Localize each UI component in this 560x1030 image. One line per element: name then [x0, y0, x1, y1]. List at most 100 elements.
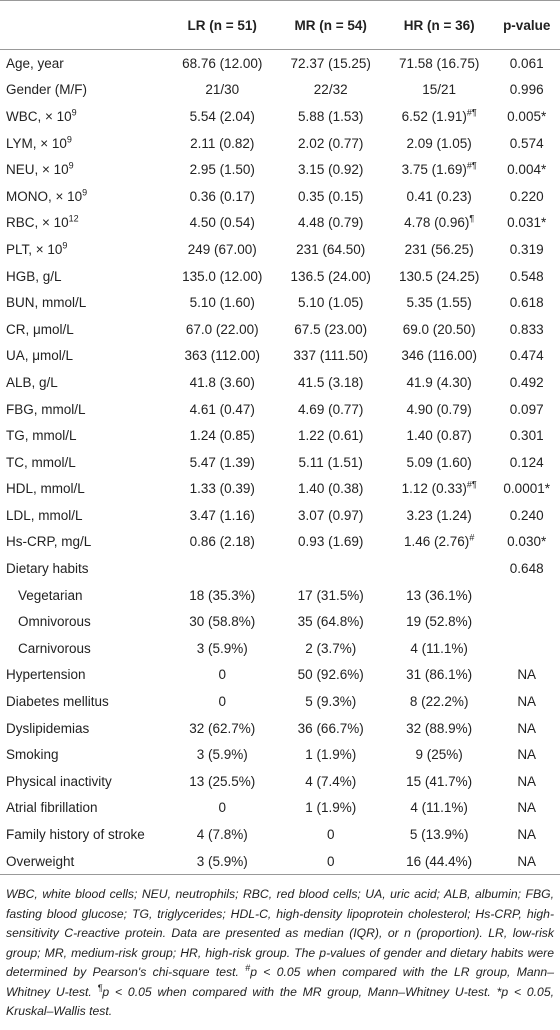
- cell-value: 15/21: [422, 82, 457, 98]
- cell-value: 0.031*: [507, 215, 547, 231]
- cell-value: 0.41 (0.23): [406, 188, 472, 204]
- row-label-cell: Gender (M/F): [0, 77, 168, 104]
- cell-value: 1.33 (0.39): [189, 481, 255, 497]
- row-label-cell: CR, μmol/L: [0, 316, 168, 343]
- footnote-text: p < 0.05 when compared with the LR group…: [6, 965, 554, 999]
- value-cell: 31 (86.1%): [385, 662, 493, 689]
- cell-value: NA: [517, 800, 537, 816]
- value-cell: 72.37 (15.25): [276, 50, 384, 77]
- value-cell: 9 (25%): [385, 741, 493, 768]
- value-cell: NA: [493, 847, 560, 876]
- cell-value: 0.240: [509, 507, 544, 523]
- row-label: Age, year: [6, 55, 64, 71]
- value-cell: 36 (66.7%): [276, 715, 384, 742]
- row-label-cell: Vegetarian: [0, 582, 168, 609]
- value-cell: 4.61 (0.47): [168, 396, 276, 423]
- cell-value: 67.0 (22.00): [185, 321, 259, 337]
- cell-value: 4 (11.1%): [410, 640, 468, 656]
- value-cell: NA: [493, 688, 560, 715]
- row-label: Dietary habits: [6, 561, 89, 577]
- cell-value: 4.69 (0.77): [298, 401, 364, 417]
- row-label: MONO, × 10: [6, 188, 83, 204]
- label-superscript: 12: [68, 213, 79, 224]
- value-cell: 0.833: [493, 316, 560, 343]
- cell-value: 2 (3.7%): [305, 640, 357, 656]
- row-label: Physical inactivity: [6, 773, 112, 789]
- value-cell: 0.574: [493, 130, 560, 157]
- value-cell: 346 (116.00): [385, 343, 493, 370]
- row-label-cell: Smoking: [0, 741, 168, 768]
- cell-value: 17 (31.5%): [297, 587, 364, 603]
- value-cell: 19 (52.8%): [385, 608, 493, 635]
- table-row: Dyslipidemias 32 (62.7%) 36 (66.7%) 32 (88.…: [0, 715, 560, 742]
- value-cell: 1.12 (0.33)#¶: [385, 476, 493, 503]
- row-label: Hypertension: [6, 667, 86, 683]
- table-row: LYM, × 109 2.11 (0.82) 2.02 (0.77) 2.09 (1.…: [0, 130, 560, 157]
- cell-value: 3 (5.9%): [196, 853, 248, 869]
- value-cell: 0.301: [493, 422, 560, 449]
- value-cell: 1.46 (2.76)#: [385, 529, 493, 556]
- cell-value: 0: [326, 853, 335, 869]
- table-row: TC, mmol/L 5.47 (1.39) 5.11 (1.51) 5.09 (1.…: [0, 449, 560, 476]
- value-cell: 2 (3.7%): [276, 635, 384, 662]
- cell-value: 31 (86.1%): [406, 667, 473, 683]
- cell-value: 15 (41.7%): [406, 773, 473, 789]
- cell-value: 4.78 (0.96): [404, 215, 470, 231]
- table-row: Overweight 3 (5.9%) 0 16 (44.4%) NA: [0, 847, 560, 876]
- value-cell: 1.40 (0.38): [276, 476, 384, 503]
- table-row: Age, year 68.76 (12.00) 72.37 (15.25) 71.58…: [0, 50, 560, 77]
- cell-value: 0.097: [509, 401, 544, 417]
- row-label: RBC, × 10: [6, 215, 69, 231]
- row-label-cell: Hs-CRP, mg/L: [0, 529, 168, 556]
- cell-value: 5.47 (1.39): [189, 454, 255, 470]
- value-cell: 0.492: [493, 369, 560, 396]
- row-label-cell: TG, mmol/L: [0, 422, 168, 449]
- row-label-cell: BUN, mmol/L: [0, 289, 168, 316]
- cell-value: 0.301: [509, 428, 544, 444]
- footnote-text: WBC, white blood cells; NEU, neutrophils…: [6, 887, 554, 980]
- value-cell: 135.0 (12.00): [168, 263, 276, 290]
- value-cell: 1.40 (0.87): [385, 422, 493, 449]
- row-label-cell: Diabetes mellitus: [0, 688, 168, 715]
- cell-value: 36 (66.7%): [297, 720, 364, 736]
- cell-value: 0.492: [509, 374, 544, 390]
- value-cell: 0.41 (0.23): [385, 183, 493, 210]
- value-cell: 4.90 (0.79): [385, 396, 493, 423]
- value-cell: 0.061: [493, 50, 560, 77]
- cell-value: 32 (62.7%): [189, 720, 256, 736]
- cell-value: 0.36 (0.17): [189, 188, 255, 204]
- value-cell: 0: [168, 662, 276, 689]
- value-cell: 337 (111.50): [276, 343, 384, 370]
- cell-value: 69.0 (20.50): [402, 321, 476, 337]
- value-cell: 4 (11.1%): [385, 795, 493, 822]
- significance-mark: ¶: [469, 213, 475, 224]
- value-cell: 6.52 (1.91)#¶: [385, 103, 493, 130]
- table-row: LDL, mmol/L 3.47 (1.16) 3.07 (0.97) 3.23 (1…: [0, 502, 560, 529]
- value-cell: 249 (67.00): [168, 236, 276, 263]
- value-cell: [276, 555, 384, 582]
- header-cell: LR (n = 51): [168, 0, 277, 50]
- cell-value: 4.90 (0.79): [406, 401, 472, 417]
- cell-value: 0.93 (1.69): [298, 534, 364, 550]
- cell-value: 4.61 (0.47): [189, 401, 255, 417]
- cell-value: 30 (58.8%): [189, 614, 256, 630]
- value-cell: 231 (64.50): [276, 236, 384, 263]
- cell-value: 3 (5.9%): [196, 747, 248, 763]
- cell-value: 5 (9.3%): [305, 694, 357, 710]
- value-cell: 1 (1.9%): [276, 795, 384, 822]
- value-cell: 0.031*: [493, 210, 560, 237]
- cell-value: 1.40 (0.87): [406, 428, 472, 444]
- label-superscript: 9: [82, 187, 88, 198]
- cell-value: 2.09 (1.05): [406, 135, 472, 151]
- table-row: BUN, mmol/L 5.10 (1.60) 5.10 (1.05) 5.35 (1…: [0, 289, 560, 316]
- cell-value: 0.0001*: [503, 481, 550, 497]
- row-label: Gender (M/F): [6, 82, 88, 98]
- row-label-cell: Age, year: [0, 50, 168, 77]
- cell-value: 4.50 (0.54): [189, 215, 255, 231]
- value-cell: 1 (1.9%): [276, 741, 384, 768]
- table-row: Hypertension 0 50 (92.6%) 31 (86.1%) NA: [0, 662, 560, 689]
- value-cell: 5.10 (1.05): [276, 289, 384, 316]
- value-cell: 5.88 (1.53): [276, 103, 384, 130]
- table-row: HGB, g/L 135.0 (12.00) 136.5 (24.00) 130.5 …: [0, 263, 560, 290]
- row-label: Vegetarian: [18, 587, 83, 603]
